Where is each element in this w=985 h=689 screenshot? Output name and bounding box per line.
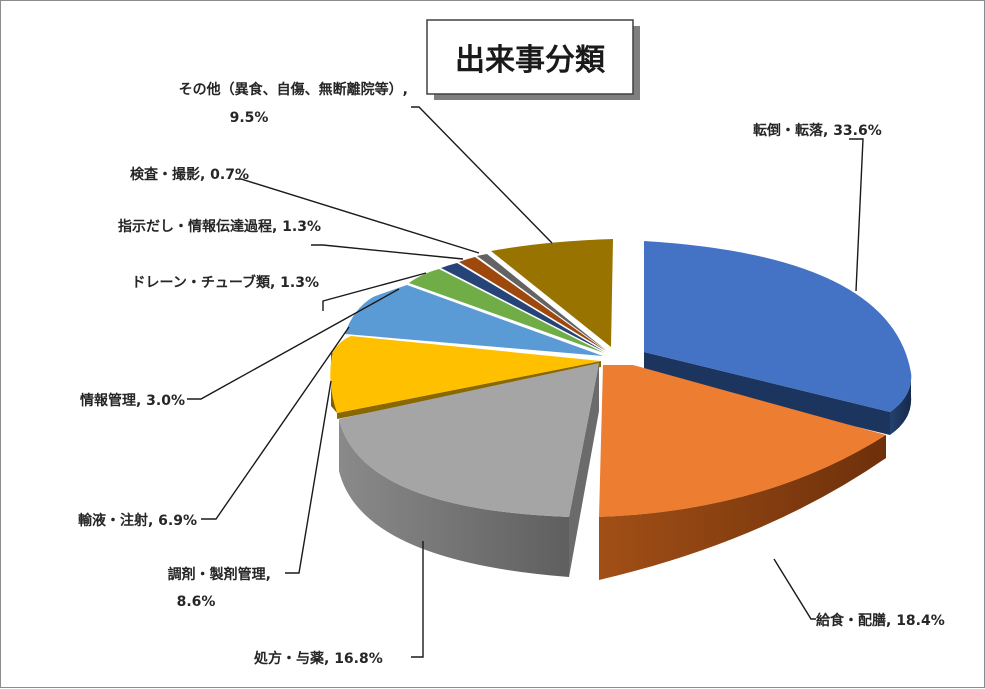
slice-side-tentou-outer bbox=[890, 373, 912, 435]
leader-sonota bbox=[411, 106, 553, 244]
chart-title-box: 出来事分類 bbox=[426, 19, 640, 100]
slice-sonota bbox=[491, 239, 613, 347]
slice-kyushoku bbox=[599, 365, 886, 517]
slice-jouhou bbox=[409, 269, 604, 353]
chart-title: 出来事分類 bbox=[455, 43, 606, 78]
slice-yueki bbox=[345, 285, 603, 356]
slice-drain bbox=[441, 263, 605, 352]
leader-jouhou bbox=[187, 288, 400, 400]
label-shiji: 指示だし・情報伝達過程, 1.3% bbox=[118, 218, 321, 235]
leader-shohou bbox=[411, 541, 424, 658]
leader-tentou bbox=[849, 138, 864, 292]
label-sonota-2: 9.5% bbox=[230, 110, 269, 126]
slice-kensa bbox=[477, 254, 607, 351]
leader-kyushoku bbox=[773, 558, 816, 620]
label-sonota-1: その他（異食、自傷、無断離院等）, bbox=[179, 81, 408, 98]
leader-kensa bbox=[235, 178, 480, 254]
data-labels: 転倒・転落, 33.6% 給食・配膳, 18.4% 処方・与薬, 16.8% 調… bbox=[78, 81, 945, 667]
label-shohou: 処方・与薬, 16.8% bbox=[253, 650, 383, 667]
label-kensa: 検査・撮影, 0.7% bbox=[130, 166, 249, 183]
label-chouzai-2: 8.6% bbox=[177, 594, 216, 610]
leader-drain bbox=[322, 272, 427, 311]
label-jouhou: 情報管理, 3.0% bbox=[80, 392, 185, 409]
slice-side-shohou bbox=[339, 419, 569, 577]
slice-chouzai bbox=[330, 336, 601, 413]
pie-sides bbox=[331, 351, 912, 580]
slice-side-tentou bbox=[644, 352, 890, 435]
label-kyushoku: 給食・配膳, 18.4% bbox=[816, 612, 945, 629]
label-drain: ドレーン・チューブ類, 1.3% bbox=[132, 274, 319, 291]
slice-shiji bbox=[459, 257, 606, 351]
leader-chouzai bbox=[285, 380, 332, 574]
leader-yueki bbox=[201, 326, 350, 520]
label-chouzai-1: 調剤・製剤管理, bbox=[168, 566, 271, 583]
leader-shiji bbox=[311, 244, 464, 260]
label-yueki: 輸液・注射, 6.9% bbox=[78, 512, 197, 529]
slice-shohou bbox=[339, 363, 599, 517]
slice-tentou bbox=[644, 241, 912, 412]
leader-lines bbox=[187, 106, 864, 658]
label-tentou: 転倒・転落, 33.6% bbox=[753, 122, 882, 139]
pie-slices bbox=[330, 239, 912, 517]
